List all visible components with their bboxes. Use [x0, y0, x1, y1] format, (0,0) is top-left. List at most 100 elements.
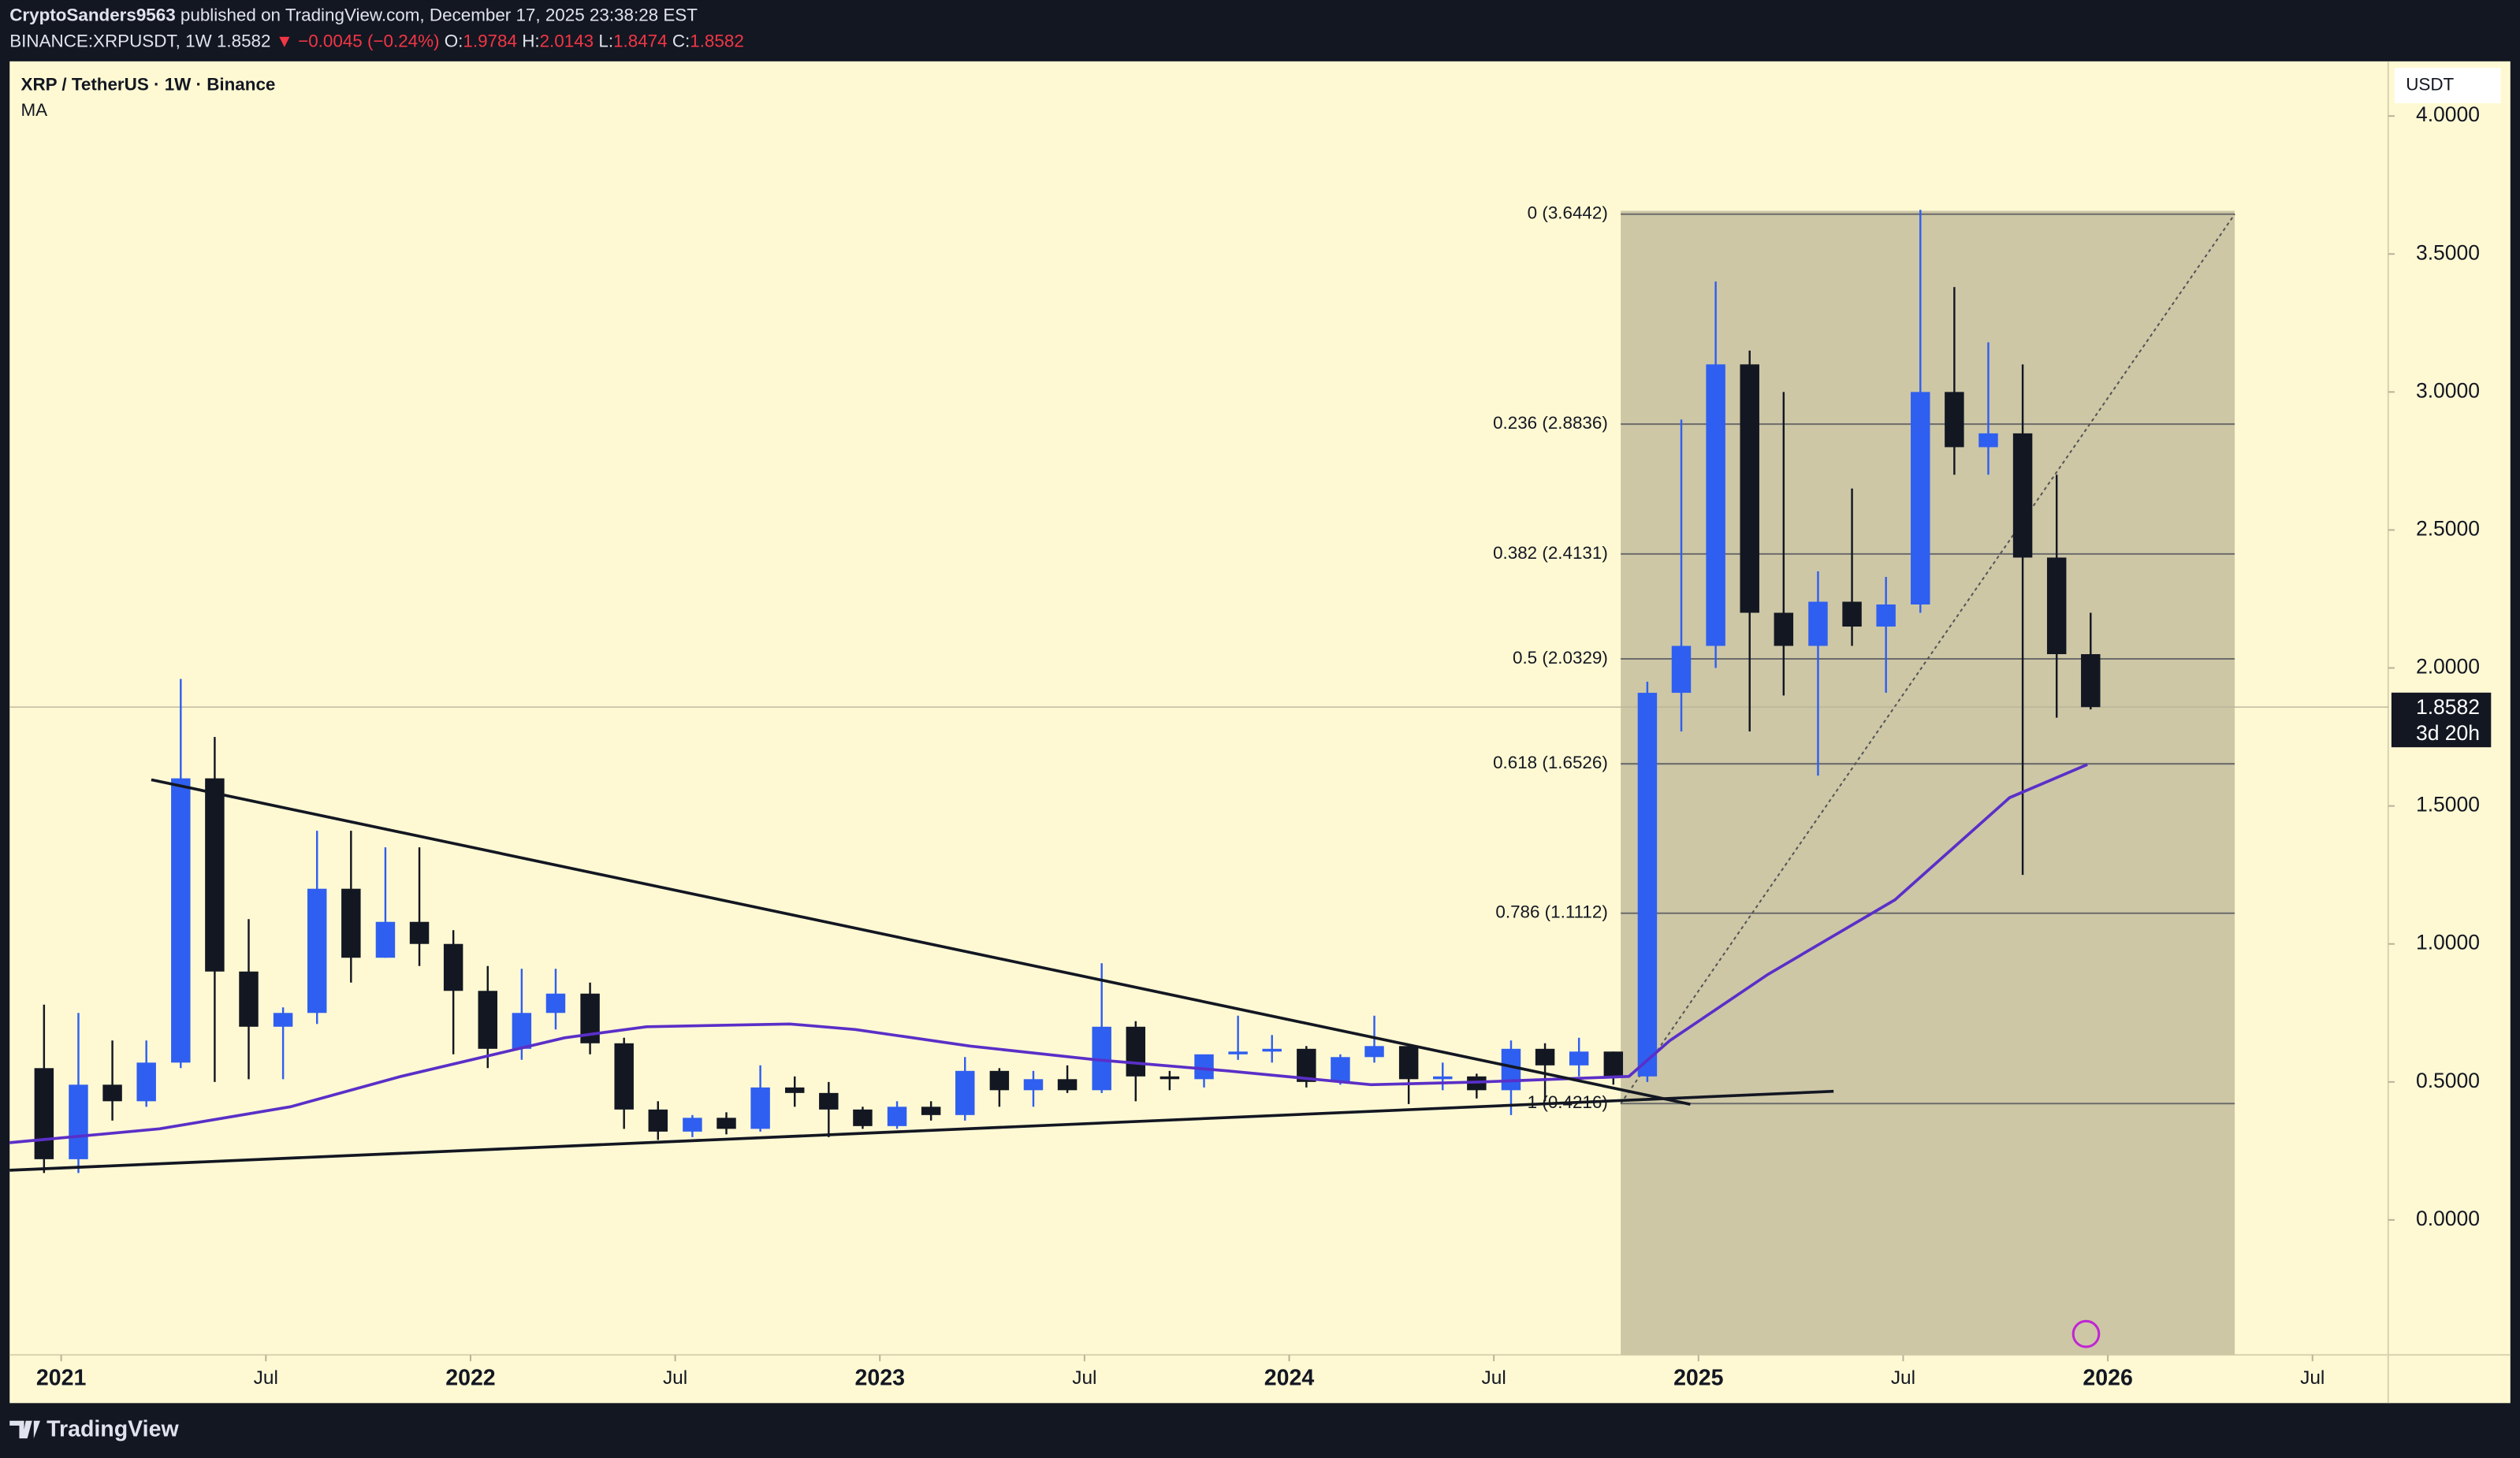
y-tick-label: 3.5000	[2416, 240, 2480, 264]
x-tick-label: Jul	[2300, 1367, 2325, 1389]
y-tick-label: 0.5000	[2416, 1069, 2480, 1092]
candle-body	[1262, 1048, 1282, 1052]
x-tick-label: 2025	[1673, 1365, 1724, 1390]
fib-label: 0.5 (2.0329)	[1513, 648, 1608, 668]
candle-body	[2046, 557, 2067, 655]
candle-body	[1535, 1048, 1555, 1066]
candle-body	[614, 1043, 634, 1110]
candle-body	[1978, 433, 1998, 448]
candle-body	[307, 888, 327, 1014]
candle-body	[1159, 1076, 1180, 1080]
price-badge-value: 1.8582	[2416, 695, 2480, 719]
candle-body	[443, 943, 463, 991]
fib-label: 0.786 (1.1112)	[1495, 902, 1607, 922]
published: published on TradingView.com, December 1…	[181, 6, 698, 25]
candle-body	[1433, 1076, 1453, 1080]
h-label: H:	[522, 31, 539, 50]
candle-body	[1364, 1046, 1384, 1058]
x-tick-label: 2023	[854, 1365, 904, 1390]
candle-body	[887, 1107, 907, 1126]
candle-body	[1501, 1048, 1521, 1091]
candle-body	[375, 921, 396, 958]
candle-body	[409, 921, 430, 944]
currency[interactable]: USDT	[2406, 74, 2454, 94]
o-label: O:	[445, 31, 463, 50]
indicator-label: MA	[21, 100, 48, 120]
candle-body	[648, 1109, 668, 1132]
candle-body	[1671, 645, 1692, 694]
price-badge	[2391, 692, 2492, 748]
y-tick-label: 0.0000	[2416, 1207, 2480, 1230]
candle-body	[34, 1068, 54, 1159]
candle-body	[1740, 364, 1759, 613]
candle-body	[1228, 1051, 1248, 1054]
open: 1.9784	[463, 31, 517, 50]
plot: 0.0000 0.5000 1.0000 1.5000 2.0000 2.5000 3.00…	[9, 102, 2480, 1390]
low: 1.8474	[613, 31, 668, 50]
candle-body	[478, 991, 497, 1049]
x-tick-label: Jul	[1072, 1367, 1096, 1389]
candle-body	[1603, 1051, 1624, 1077]
candle-body	[1569, 1051, 1589, 1066]
x-tick-label: Jul	[663, 1367, 687, 1389]
candle-body	[273, 1013, 293, 1027]
x-tick-label: 2024	[1264, 1365, 1315, 1390]
candle-body	[1194, 1054, 1214, 1080]
x-tick-label: 2022	[445, 1365, 495, 1390]
candle-body	[717, 1118, 736, 1129]
candle-body	[1842, 601, 1862, 627]
candle-body	[784, 1087, 805, 1093]
fib-diagonal	[1620, 214, 2235, 1104]
fib-label: 0.618 (1.6526)	[1493, 753, 1608, 772]
x-tick-label: Jul	[1482, 1367, 1506, 1389]
candle-body	[512, 1013, 532, 1049]
trendline	[151, 778, 1691, 1106]
trendline	[9, 1089, 1834, 1172]
alert-icon[interactable]	[2071, 1319, 2101, 1348]
candle-body	[239, 971, 259, 1027]
l-label: L:	[598, 31, 613, 50]
candle-body	[545, 993, 566, 1014]
candle-body	[1637, 693, 1658, 1077]
candle-body	[1057, 1079, 1078, 1091]
high: 2.0143	[540, 31, 594, 50]
brand-logo	[9, 1420, 40, 1439]
change: −0.0045 (−0.24%)	[298, 31, 439, 50]
fib-label: 0.236 (2.8836)	[1493, 413, 1608, 433]
candle-body	[1774, 612, 1794, 646]
header-line1: CryptoSanders9563 published on TradingVi…	[9, 6, 698, 25]
c-label: C:	[672, 31, 690, 50]
candle-body	[171, 778, 191, 1063]
direction: ▼	[276, 31, 293, 50]
candle-body	[683, 1118, 702, 1132]
candle-body	[136, 1062, 156, 1102]
candle-body	[1876, 604, 1896, 627]
x-tick-label: Jul	[254, 1367, 278, 1389]
y-tick-label: 4.0000	[2416, 102, 2480, 126]
candle-body	[921, 1107, 941, 1115]
currency-box[interactable]	[2394, 67, 2501, 103]
ma-line	[9, 763, 2088, 1144]
fib-label: 0 (3.6442)	[1528, 203, 1608, 223]
symbol: BINANCE:XRPUSDT, 1W	[9, 31, 212, 50]
y-tick-label: 1.0000	[2416, 931, 2480, 954]
publisher: CryptoSanders9563	[9, 6, 175, 25]
price-badge-countdown: 3d 20h	[2416, 721, 2480, 745]
x-tick-label: Jul	[1891, 1367, 1915, 1389]
candle-body	[1023, 1079, 1044, 1091]
candle-body	[1398, 1046, 1419, 1080]
header-line2: BINANCE:XRPUSDT, 1W 1.8582 ▼ −0.0045 (−0…	[9, 31, 744, 50]
brand: TradingView	[47, 1417, 179, 1442]
y-tick-label: 3.0000	[2416, 378, 2480, 402]
candle-body	[1706, 364, 1725, 646]
close: 1.8582	[690, 31, 744, 50]
x-tick-label: 2026	[2083, 1365, 2132, 1390]
y-tick-label: 2.5000	[2416, 516, 2480, 540]
candle-body	[819, 1092, 839, 1110]
x-tick-label: 2021	[36, 1365, 87, 1390]
candle-body	[955, 1070, 975, 1115]
candle-body	[2081, 654, 2101, 708]
candle-body	[69, 1084, 88, 1159]
